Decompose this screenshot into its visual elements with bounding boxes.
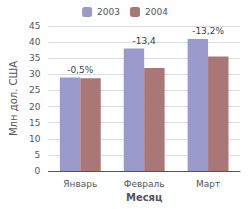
svg-text:2003: 2003 xyxy=(97,7,120,17)
svg-text:20: 20 xyxy=(29,102,41,112)
svg-text:0: 0 xyxy=(35,166,41,176)
svg-text:Февраль: Февраль xyxy=(124,179,165,189)
svg-text:35: 35 xyxy=(29,53,40,63)
svg-text:10: 10 xyxy=(29,134,41,144)
svg-text:45: 45 xyxy=(29,21,40,31)
svg-text:Месяц: Месяц xyxy=(126,192,163,203)
svg-text:-13,2%: -13,2% xyxy=(192,26,224,36)
svg-text:25: 25 xyxy=(29,85,40,95)
svg-text:Январь: Январь xyxy=(63,179,97,189)
svg-text:5: 5 xyxy=(35,150,41,160)
svg-text:-0,5%: -0,5% xyxy=(67,65,94,75)
svg-text:15: 15 xyxy=(29,118,40,128)
svg-text:Март: Март xyxy=(196,179,220,189)
svg-text:2004: 2004 xyxy=(145,7,168,17)
svg-text:40: 40 xyxy=(29,37,41,47)
svg-text:30: 30 xyxy=(29,69,41,79)
svg-text:Млн дол. США: Млн дол. США xyxy=(8,61,19,136)
svg-text:-13,4: -13,4 xyxy=(133,36,157,46)
